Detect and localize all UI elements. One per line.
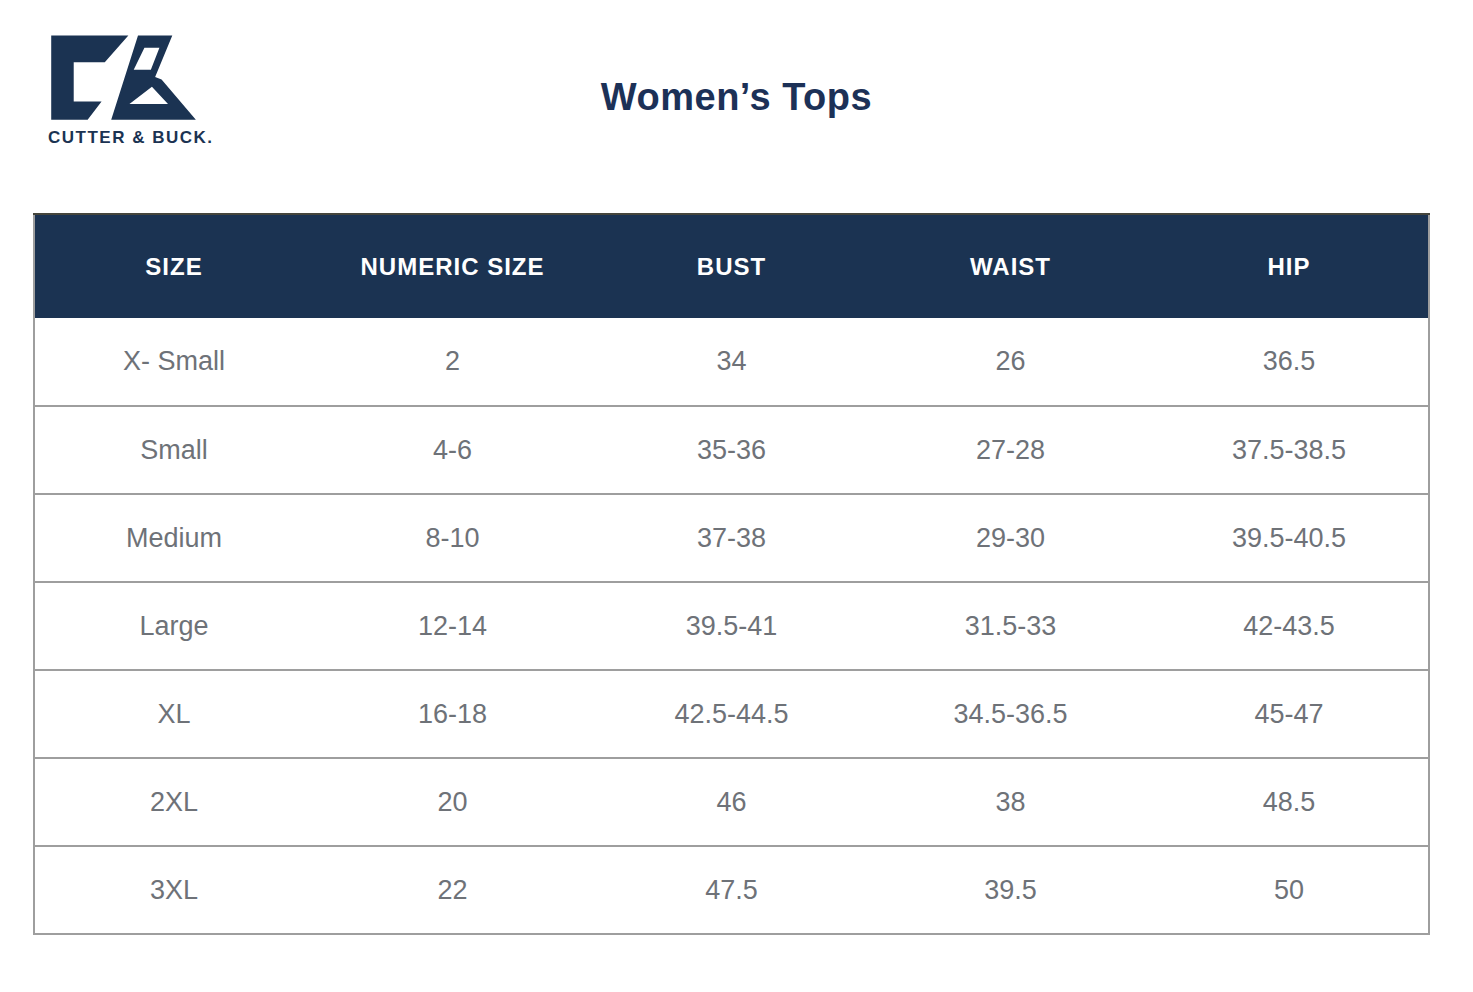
column-header-size: SIZE xyxy=(34,214,313,318)
cell-numeric-size: 4-6 xyxy=(313,406,592,494)
cell-waist: 38 xyxy=(871,758,1150,846)
cell-size: Medium xyxy=(34,494,313,582)
brand-wordmark: CUTTER & BUCK. xyxy=(48,128,208,148)
cell-size: XL xyxy=(34,670,313,758)
table-row: XL 16-18 42.5-44.5 34.5-36.5 45-47 xyxy=(34,670,1429,758)
cell-size: Small xyxy=(34,406,313,494)
cell-waist: 27-28 xyxy=(871,406,1150,494)
cell-hip: 45-47 xyxy=(1150,670,1429,758)
cell-hip: 48.5 xyxy=(1150,758,1429,846)
cell-waist: 26 xyxy=(871,318,1150,406)
cell-numeric-size: 16-18 xyxy=(313,670,592,758)
table-row: 2XL 20 46 38 48.5 xyxy=(34,758,1429,846)
cell-hip: 50 xyxy=(1150,846,1429,934)
cell-bust: 47.5 xyxy=(592,846,871,934)
cell-bust: 37-38 xyxy=(592,494,871,582)
cell-bust: 35-36 xyxy=(592,406,871,494)
cell-numeric-size: 8-10 xyxy=(313,494,592,582)
column-header-waist: WAIST xyxy=(871,214,1150,318)
table-row: Medium 8-10 37-38 29-30 39.5-40.5 xyxy=(34,494,1429,582)
column-header-bust: BUST xyxy=(592,214,871,318)
cell-hip: 42-43.5 xyxy=(1150,582,1429,670)
cell-size: 3XL xyxy=(34,846,313,934)
cell-waist: 34.5-36.5 xyxy=(871,670,1150,758)
cell-waist: 39.5 xyxy=(871,846,1150,934)
cell-numeric-size: 2 xyxy=(313,318,592,406)
cell-bust: 42.5-44.5 xyxy=(592,670,871,758)
table-row: 3XL 22 47.5 39.5 50 xyxy=(34,846,1429,934)
table-header: SIZE NUMERIC SIZE BUST WAIST HIP xyxy=(34,214,1429,318)
cell-numeric-size: 20 xyxy=(313,758,592,846)
cell-numeric-size: 22 xyxy=(313,846,592,934)
cell-hip: 39.5-40.5 xyxy=(1150,494,1429,582)
table-row: Large 12-14 39.5-41 31.5-33 42-43.5 xyxy=(34,582,1429,670)
size-chart-table: SIZE NUMERIC SIZE BUST WAIST HIP X- Smal… xyxy=(33,213,1430,935)
cell-hip: 36.5 xyxy=(1150,318,1429,406)
table-body: X- Small 2 34 26 36.5 Small 4-6 35-36 27… xyxy=(34,318,1429,934)
header-row: SIZE NUMERIC SIZE BUST WAIST HIP xyxy=(34,214,1429,318)
cell-waist: 29-30 xyxy=(871,494,1150,582)
cell-size: X- Small xyxy=(34,318,313,406)
cell-bust: 34 xyxy=(592,318,871,406)
cell-waist: 31.5-33 xyxy=(871,582,1150,670)
size-chart-page: CUTTER & BUCK. Women’s Tops SIZE NUMERIC… xyxy=(0,0,1473,992)
table-row: Small 4-6 35-36 27-28 37.5-38.5 xyxy=(34,406,1429,494)
cell-hip: 37.5-38.5 xyxy=(1150,406,1429,494)
cell-size: 2XL xyxy=(34,758,313,846)
cell-bust: 46 xyxy=(592,758,871,846)
column-header-numeric-size: NUMERIC SIZE xyxy=(313,214,592,318)
cell-bust: 39.5-41 xyxy=(592,582,871,670)
cell-numeric-size: 12-14 xyxy=(313,582,592,670)
column-header-hip: HIP xyxy=(1150,214,1429,318)
cell-size: Large xyxy=(34,582,313,670)
page-title: Women’s Tops xyxy=(0,76,1473,119)
table-row: X- Small 2 34 26 36.5 xyxy=(34,318,1429,406)
